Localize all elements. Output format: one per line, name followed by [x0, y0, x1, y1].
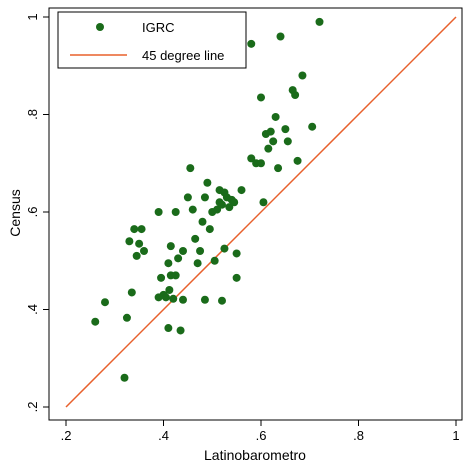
legend-label-igrc: IGRC — [142, 20, 175, 35]
data-point — [179, 295, 187, 304]
data-point — [137, 225, 146, 234]
data-point — [125, 237, 134, 246]
data-point — [122, 313, 131, 322]
legend-box — [57, 11, 247, 69]
y-axis-title: Census — [7, 189, 23, 236]
x-tick-label: .2 — [61, 428, 72, 443]
data-point — [157, 273, 166, 282]
data-point — [230, 198, 239, 207]
data-point — [140, 247, 148, 255]
data-point — [218, 200, 226, 209]
data-point — [237, 186, 246, 195]
data-point — [174, 254, 183, 263]
data-point — [198, 217, 207, 226]
data-point — [200, 295, 209, 304]
y-tick-label: 1 — [25, 13, 40, 20]
data-point — [293, 156, 302, 165]
data-point — [205, 225, 214, 234]
data-point — [291, 91, 300, 99]
legend-marker-igrc — [96, 23, 104, 31]
data-point — [315, 17, 324, 26]
plot-area — [48, 7, 463, 421]
data-point — [193, 259, 202, 268]
x-axis-title: Latinobarometro — [204, 447, 306, 463]
data-point — [283, 137, 292, 146]
data-point — [179, 247, 187, 255]
data-point — [183, 193, 192, 202]
reference-line-layer — [65, 16, 457, 408]
data-point — [188, 205, 197, 214]
data-point — [281, 125, 290, 134]
data-point — [169, 294, 178, 303]
data-point — [127, 288, 136, 297]
data-point — [266, 127, 275, 136]
y-tick-label: .6 — [25, 207, 40, 218]
data-point — [171, 271, 180, 280]
data-point — [257, 93, 265, 102]
data-point — [132, 251, 141, 260]
data-point — [276, 32, 285, 41]
data-point — [171, 208, 180, 216]
data-point — [259, 198, 268, 207]
y-axis: .2 .4 .6 .8 1 — [25, 13, 49, 412]
x-axis: .2 .4 .6 .8 1 — [61, 420, 460, 443]
reference-line-45-degree — [65, 16, 457, 408]
x-tick-label: .6 — [256, 428, 267, 443]
data-point — [166, 242, 175, 251]
data-point — [220, 244, 229, 253]
data-point — [196, 247, 205, 255]
data-point — [176, 326, 185, 335]
data-point — [164, 259, 173, 268]
x-tick-label: .4 — [158, 428, 169, 443]
data-point — [257, 159, 265, 168]
data-point — [213, 205, 222, 214]
data-point — [120, 373, 129, 382]
data-point — [274, 164, 283, 173]
legend: IGRC 45 degree line — [57, 11, 247, 69]
data-point — [164, 324, 173, 333]
x-tick-label: .8 — [353, 428, 364, 443]
data-point — [271, 112, 280, 121]
data-point — [232, 249, 241, 258]
data-point — [161, 293, 170, 302]
data-point — [247, 154, 256, 163]
x-tick-label: 1 — [452, 428, 459, 443]
data-point — [232, 273, 241, 282]
data-point — [91, 317, 100, 326]
y-tick-label: .4 — [25, 304, 40, 315]
y-tick-label: .8 — [25, 109, 40, 120]
data-point — [191, 234, 200, 243]
data-point — [135, 239, 144, 248]
data-point — [165, 286, 174, 294]
data-point — [203, 178, 212, 187]
data-point — [101, 298, 109, 307]
data-point — [200, 193, 209, 202]
data-point — [218, 296, 226, 305]
points-layer — [91, 17, 324, 382]
data-point — [186, 164, 195, 173]
data-point — [247, 39, 256, 48]
legend-label-45-degree-line: 45 degree line — [142, 48, 224, 63]
data-point — [210, 256, 219, 265]
data-point — [269, 137, 278, 146]
data-point — [308, 122, 317, 131]
data-point — [225, 203, 234, 212]
data-point — [154, 208, 163, 216]
data-point — [298, 71, 307, 80]
y-tick-label: .2 — [25, 402, 40, 413]
data-point — [130, 225, 139, 234]
data-point — [264, 144, 273, 153]
